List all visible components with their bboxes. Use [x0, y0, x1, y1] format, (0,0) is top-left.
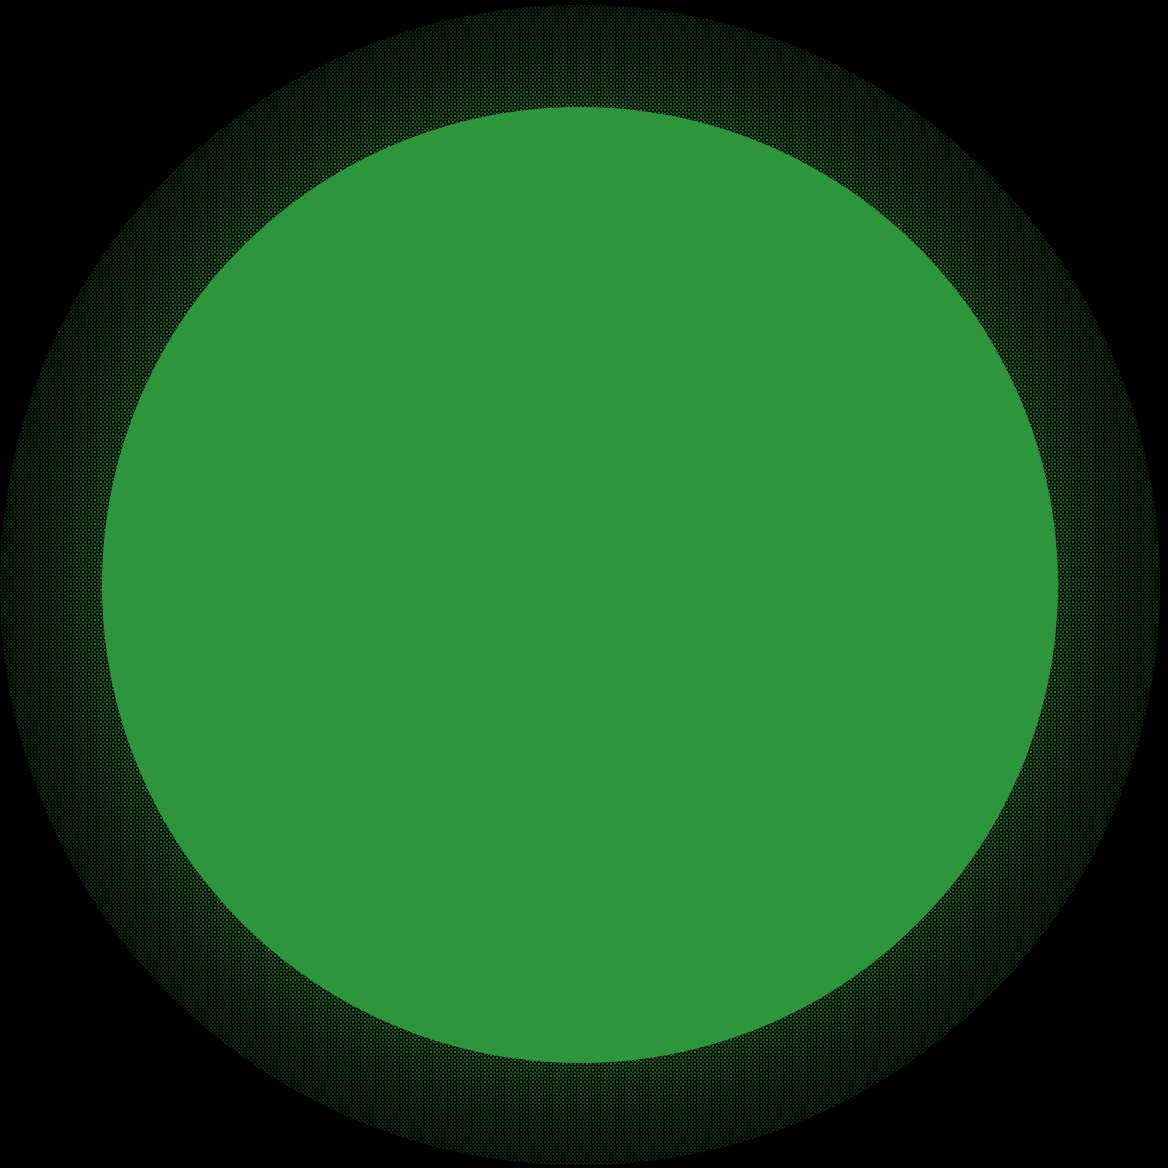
disc-edge-dither [102, 107, 1058, 1063]
green-status-disc[interactable] [102, 107, 1058, 1063]
